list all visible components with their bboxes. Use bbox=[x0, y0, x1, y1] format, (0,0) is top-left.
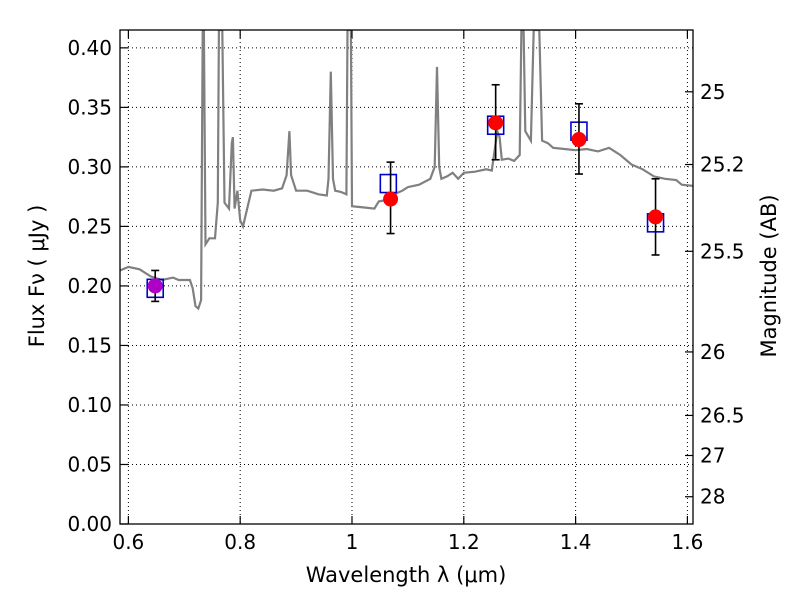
sed-model-line bbox=[120, 30, 693, 311]
y-tick-label: 0.30 bbox=[67, 155, 112, 179]
magnitude-tick-label: 27 bbox=[700, 444, 725, 468]
observed-points bbox=[147, 115, 664, 294]
x-tick-label: 1.2 bbox=[448, 530, 480, 554]
model-band-box bbox=[379, 173, 398, 194]
observed-point bbox=[648, 209, 664, 225]
magnitude-tick-label: 25.2 bbox=[700, 153, 745, 177]
observed-point bbox=[571, 132, 587, 148]
observed-errorbars bbox=[151, 83, 660, 303]
observed-point bbox=[147, 278, 163, 294]
observed-point bbox=[383, 191, 399, 207]
magnitude-axis-ticks: 25 25.2 25.5 26 26.5 27 28 bbox=[685, 80, 745, 509]
sed-model-layer bbox=[120, 30, 693, 311]
x-tick-label: 0.6 bbox=[112, 530, 144, 554]
y-axis-ticks: 0.00 0.05 0.10 0.15 0.20 0.25 0.30 0.35 0.40 bbox=[67, 36, 128, 536]
y-tick-label: 0.40 bbox=[67, 36, 112, 60]
y-tick-label: 0.25 bbox=[67, 214, 112, 238]
x-axis-label: Wavelength λ (μm) bbox=[306, 563, 507, 587]
x-tick-label: 1.4 bbox=[560, 530, 592, 554]
x-tick-label: 0.8 bbox=[224, 530, 256, 554]
x-axis-ticks: 0.6 0.8 1 1.2 1.4 1.6 bbox=[112, 30, 703, 554]
y-tick-label: 0.15 bbox=[67, 333, 112, 357]
grid-lines bbox=[120, 30, 693, 524]
plot-frame bbox=[119, 29, 694, 525]
y-tick-label: 0.00 bbox=[67, 512, 112, 536]
magnitude-tick-label: 28 bbox=[700, 485, 725, 509]
magnitude-tick-label: 25 bbox=[700, 80, 725, 104]
y-tick-label: 0.35 bbox=[67, 95, 112, 119]
magnitude-tick-label: 25.5 bbox=[700, 239, 745, 263]
y-axis-label: Flux Fν ( μJy ) bbox=[25, 205, 49, 348]
y-tick-label: 0.10 bbox=[67, 393, 112, 417]
x-tick-label: 1 bbox=[346, 530, 359, 554]
magnitude-tick-label: 26.5 bbox=[700, 403, 745, 427]
observed-point bbox=[488, 115, 504, 131]
y-tick-label: 0.20 bbox=[67, 274, 112, 298]
magnitude-axis-label: Magnitude (AB) bbox=[757, 194, 781, 357]
y-tick-label: 0.05 bbox=[67, 452, 112, 476]
magnitude-tick-label: 26 bbox=[700, 340, 725, 364]
x-tick-label: 1.6 bbox=[672, 530, 704, 554]
